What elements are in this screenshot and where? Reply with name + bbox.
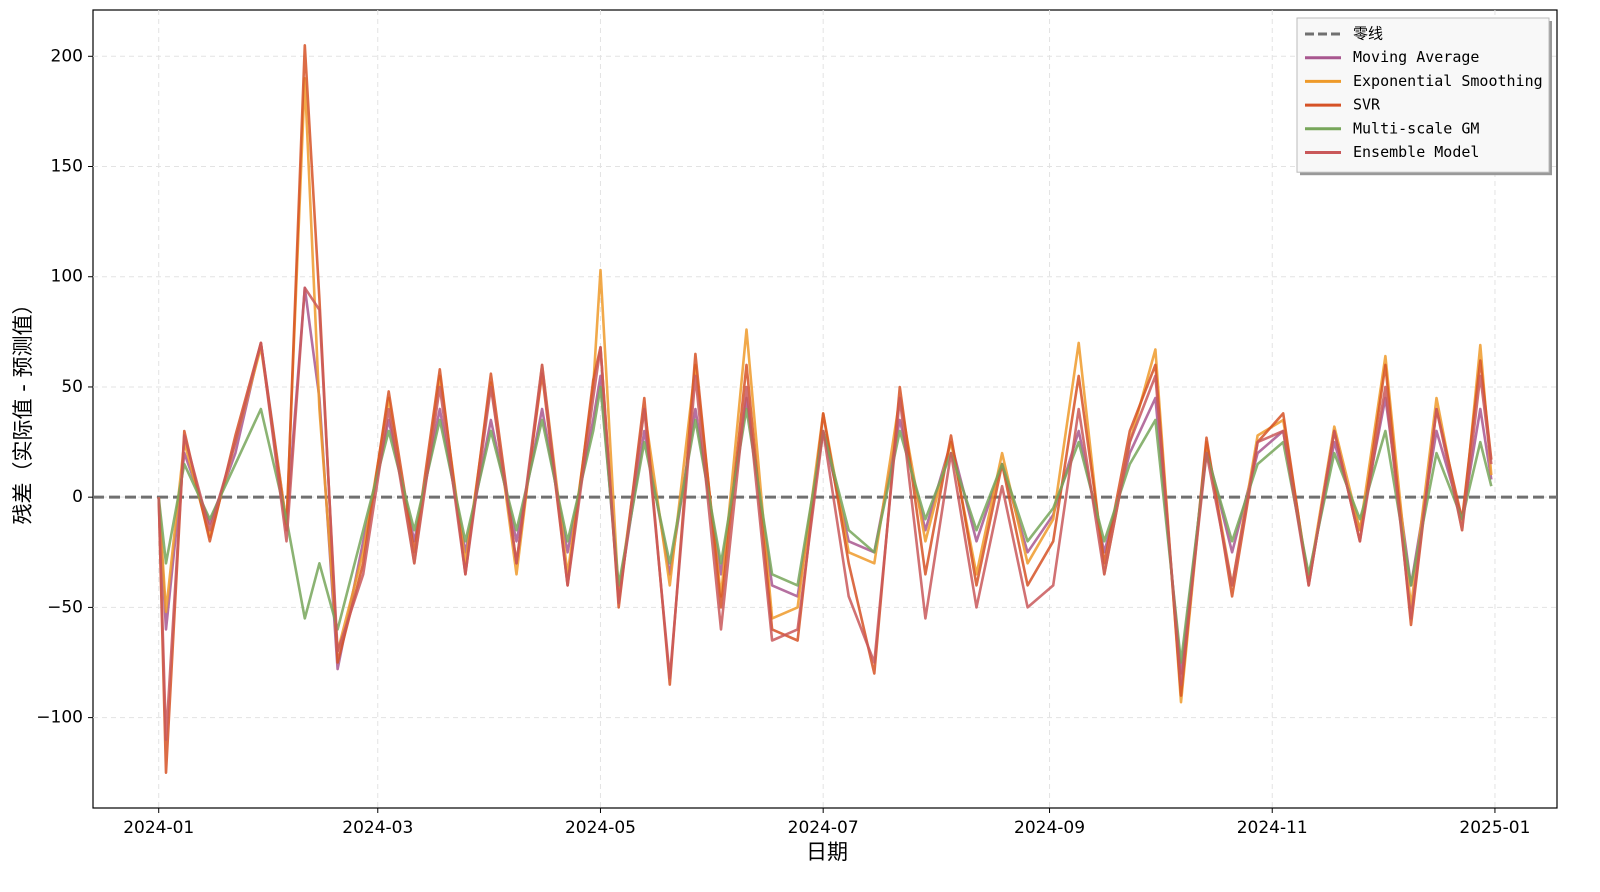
x-tick-label: 2024-03: [342, 818, 413, 838]
x-tick-label: 2024-09: [1014, 818, 1085, 838]
x-tick-label: 2024-05: [565, 818, 636, 838]
legend-label: Ensemble Model: [1353, 143, 1479, 161]
series-line: [157, 77, 1493, 704]
series-line: [157, 286, 1493, 741]
x-tick-label: 2025-01: [1459, 818, 1530, 838]
y-axis-label: 残差（实际值 - 预测值）: [11, 294, 35, 525]
x-tick-label: 2024-11: [1237, 818, 1308, 838]
legend-label: Exponential Smoothing: [1353, 72, 1543, 90]
y-tick-label: 50: [61, 377, 83, 397]
y-tick-label: 0: [72, 487, 83, 507]
legend-label: Multi-scale GM: [1353, 119, 1479, 137]
y-tick-label: 150: [51, 157, 83, 177]
y-tick-label: 200: [51, 46, 83, 66]
series-line: [157, 385, 1493, 664]
legend-label: SVR: [1353, 96, 1381, 114]
legend: 零线 Moving Average Exponential Smoothing SVR…: [1296, 17, 1550, 173]
y-tick-label: 100: [51, 267, 83, 287]
y-tick-label: −50: [47, 597, 83, 617]
legend-box: [1296, 17, 1550, 173]
legend-label: Moving Average: [1353, 48, 1479, 66]
y-tick-label: −100: [36, 708, 83, 728]
x-axis-label: 日期: [806, 840, 848, 864]
x-tick-label: 2024-01: [123, 818, 194, 838]
legend-label: 零线: [1353, 25, 1383, 43]
x-tick-label: 2024-07: [788, 818, 859, 838]
